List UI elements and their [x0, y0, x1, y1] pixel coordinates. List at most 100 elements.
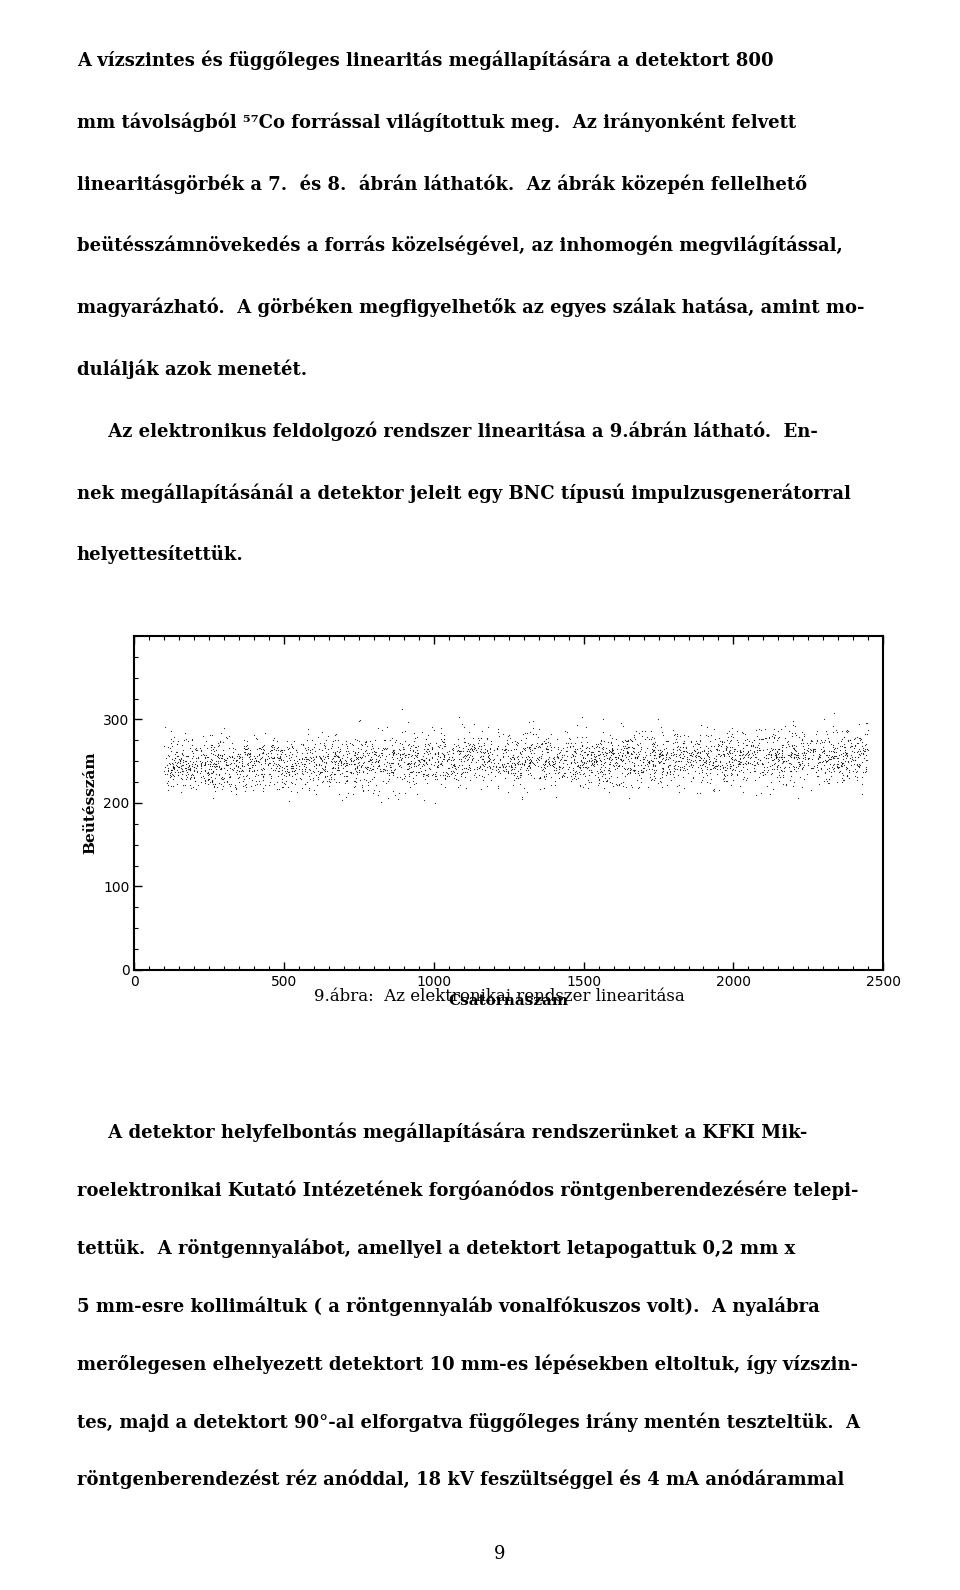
Point	[414, 758, 429, 784]
Point	[502, 744, 517, 770]
Point	[327, 741, 343, 766]
Point	[796, 746, 811, 771]
Point	[334, 760, 349, 785]
Point	[223, 773, 238, 798]
Point	[585, 733, 600, 758]
Point	[601, 765, 616, 790]
Point	[315, 743, 330, 768]
Point	[663, 743, 679, 768]
Point	[662, 752, 678, 778]
Point	[585, 750, 600, 776]
Point	[164, 717, 180, 743]
Point	[479, 773, 494, 798]
Point	[461, 736, 476, 762]
Point	[631, 743, 646, 768]
Point	[451, 735, 467, 760]
Point	[235, 773, 251, 798]
Point	[275, 766, 290, 792]
Point	[418, 750, 433, 776]
Point	[459, 744, 474, 770]
Point	[320, 736, 335, 762]
Point	[683, 749, 698, 774]
Point	[216, 716, 231, 741]
Point	[826, 739, 841, 765]
Point	[405, 758, 420, 784]
Point	[174, 741, 189, 766]
Point	[589, 733, 605, 758]
Point	[747, 752, 762, 778]
Point	[167, 741, 182, 766]
Point	[770, 746, 785, 771]
Point	[555, 755, 570, 781]
Point	[331, 782, 347, 808]
Point	[257, 747, 273, 773]
Point	[593, 754, 609, 779]
Point	[410, 782, 425, 808]
Point	[372, 747, 387, 773]
Point	[228, 747, 244, 773]
Point	[253, 757, 269, 782]
Point	[623, 727, 638, 752]
Point	[622, 755, 637, 781]
Point	[845, 746, 860, 771]
Point	[242, 755, 257, 781]
Point	[312, 762, 327, 787]
Point	[523, 754, 539, 779]
Point	[312, 760, 327, 785]
Point	[706, 776, 721, 801]
Point	[540, 733, 555, 758]
Point	[237, 766, 252, 792]
Point	[160, 735, 176, 760]
Point	[829, 770, 845, 795]
Point	[603, 744, 618, 770]
Point	[830, 746, 846, 771]
Point	[187, 752, 203, 778]
Point	[545, 750, 561, 776]
Point	[480, 762, 495, 787]
Point	[680, 749, 695, 774]
Point	[339, 750, 354, 776]
Point	[436, 730, 451, 755]
Point	[306, 735, 322, 760]
Point	[431, 749, 446, 774]
Point	[654, 714, 669, 739]
Point	[226, 755, 241, 781]
Point	[441, 755, 456, 781]
Point	[651, 749, 666, 774]
Point	[566, 765, 582, 790]
Point	[247, 746, 262, 771]
Point	[570, 760, 586, 785]
Point	[462, 739, 477, 765]
Point	[312, 744, 327, 770]
Point	[666, 754, 682, 779]
Point	[608, 727, 623, 752]
Point	[456, 760, 471, 785]
Point	[687, 744, 703, 770]
Point	[852, 755, 867, 781]
Point	[722, 755, 737, 781]
Point	[417, 758, 432, 784]
Point	[353, 755, 369, 781]
Point	[327, 728, 343, 754]
Point	[285, 754, 300, 779]
Point	[697, 749, 712, 774]
Point	[315, 770, 330, 795]
Point	[850, 738, 865, 763]
Point	[592, 747, 608, 773]
Point	[727, 736, 742, 762]
Point	[331, 735, 347, 760]
Point	[855, 736, 871, 762]
Point	[559, 752, 574, 778]
Point	[281, 762, 297, 787]
Point	[298, 755, 313, 781]
Point	[847, 735, 862, 760]
Point	[509, 731, 524, 757]
Point	[732, 738, 748, 763]
Point	[609, 744, 624, 770]
Point	[254, 739, 270, 765]
Point	[369, 743, 384, 768]
Point	[504, 744, 519, 770]
Point	[665, 743, 681, 768]
Point	[647, 738, 662, 763]
Point	[575, 755, 590, 781]
